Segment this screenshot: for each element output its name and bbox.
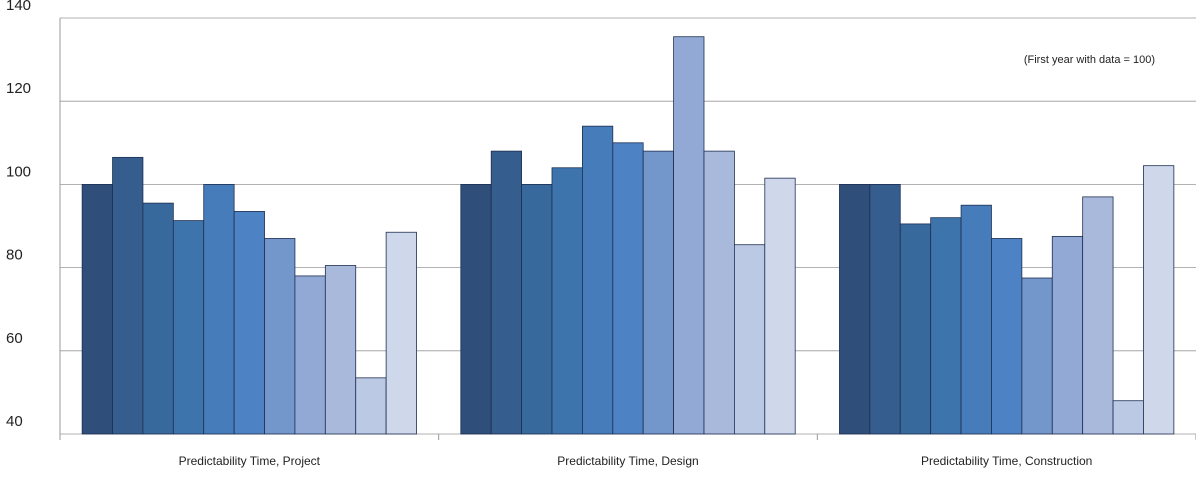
bar	[734, 244, 766, 435]
y-tick-label: 120	[6, 80, 31, 97]
bar	[899, 223, 932, 435]
x-tick-label: Predictability Time, Project	[179, 454, 321, 468]
bar	[869, 183, 901, 435]
bar	[1112, 400, 1144, 435]
bar	[172, 220, 205, 435]
bar	[582, 125, 614, 435]
bar	[460, 183, 492, 435]
bar	[385, 231, 417, 435]
bar	[1021, 277, 1053, 435]
bar	[991, 238, 1023, 435]
bar	[294, 275, 326, 435]
x-tick-label: Predictability Time, Design	[557, 454, 698, 468]
bar	[930, 217, 962, 435]
bar	[324, 265, 357, 435]
bar	[142, 202, 174, 435]
bar	[490, 150, 523, 435]
bar	[703, 150, 735, 435]
bar	[203, 183, 235, 435]
x-tick-label: Predictability Time, Construction	[921, 454, 1092, 468]
y-tick-label: 100	[6, 163, 31, 180]
bar	[612, 142, 644, 435]
bar	[551, 167, 583, 435]
y-tick-label: 80	[6, 247, 23, 264]
bar	[112, 156, 144, 435]
bar	[521, 183, 553, 435]
annotation: (First year with data = 100)	[1024, 54, 1155, 66]
y-tick-label: 60	[6, 330, 23, 347]
bar	[233, 211, 265, 435]
bar	[264, 238, 296, 435]
bar	[642, 150, 675, 435]
bar	[960, 204, 992, 435]
y-tick-label: 40	[6, 413, 23, 430]
bar	[1143, 165, 1175, 435]
y-tick-label: 140	[6, 0, 31, 14]
bar	[673, 36, 705, 435]
bar	[764, 177, 796, 435]
bar	[81, 183, 113, 435]
bar	[1082, 196, 1114, 435]
bar	[839, 183, 871, 435]
bar	[1051, 235, 1084, 435]
bar	[355, 377, 387, 435]
